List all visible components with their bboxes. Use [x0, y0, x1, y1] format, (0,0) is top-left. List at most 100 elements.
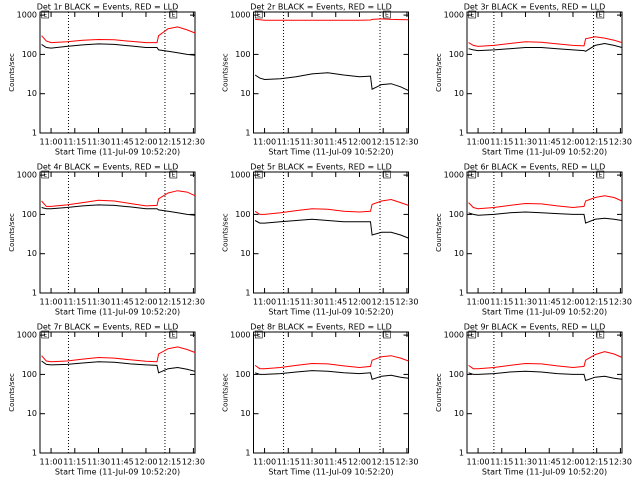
- annotation: E: [171, 12, 175, 19]
- x-tick-label: 11:00: [40, 138, 63, 147]
- x-tick-label: 12:00: [348, 458, 371, 467]
- y-tick-label: 1: [32, 129, 37, 138]
- plot-frame: [466, 11, 623, 134]
- x-tick-label: 11:30: [87, 458, 110, 467]
- y-axis-label: Counts/sec: [8, 213, 16, 252]
- x-tick-label: 11:15: [63, 298, 86, 307]
- series-line: [254, 198, 409, 215]
- series-line: [41, 43, 196, 56]
- plot-frame: [253, 171, 409, 294]
- x-tick-label: 12:00: [348, 298, 371, 307]
- y-axis-label: Counts/sec: [435, 213, 443, 252]
- x-axis-label: Start Time (11-Jul-09 10:52:20): [268, 308, 393, 317]
- y-tick-label: 1: [245, 129, 250, 138]
- x-tick-label: 11:30: [514, 138, 537, 147]
- series-line: [468, 42, 623, 52]
- series-line: [468, 211, 623, 224]
- x-tick-label: 12:00: [348, 138, 371, 147]
- annotation: E: [257, 332, 261, 339]
- y-tick-label: 1: [245, 449, 250, 458]
- series-line: [254, 370, 409, 380]
- x-tick-label: 12:00: [134, 458, 157, 467]
- annotation-box: [468, 10, 477, 19]
- y-tick-label: 100: [235, 50, 250, 59]
- series-line: [468, 370, 623, 382]
- plot-frame: [39, 171, 196, 294]
- annotation-box: [254, 330, 263, 339]
- annotation: E: [385, 332, 389, 339]
- annotation-box: [596, 170, 605, 179]
- annotation-box: [468, 330, 477, 339]
- y-tick-label: 10: [454, 409, 464, 418]
- y-tick-label: 10: [240, 249, 250, 258]
- annotation-box: [254, 170, 263, 179]
- y-axis-label: Counts/sec: [222, 373, 230, 412]
- y-axis-label: Counts/sec: [222, 213, 230, 252]
- plot-frame: [39, 331, 196, 454]
- y-tick-label: 100: [235, 210, 250, 219]
- x-tick-label: 12:00: [134, 298, 157, 307]
- x-tick-label: 11:00: [40, 298, 63, 307]
- annotation: E: [385, 172, 389, 179]
- x-tick-label: 12:15: [158, 458, 181, 467]
- x-tick-label: 11:15: [277, 458, 300, 467]
- chart-title: Det 5r BLACK = Events, RED = LLD: [250, 163, 392, 172]
- x-tick-label: 12:15: [372, 138, 395, 147]
- x-tick-label: 11:45: [538, 138, 561, 147]
- y-tick-label: 1000: [444, 11, 464, 20]
- annotation-box: [383, 170, 391, 179]
- x-axis-label: Start Time (11-Jul-09 10:52:20): [55, 148, 180, 157]
- y-tick-label: 100: [449, 50, 464, 59]
- x-tick-label: 12:30: [609, 138, 632, 147]
- x-tick-label: 12:00: [561, 458, 584, 467]
- y-axis-label: Counts/sec: [435, 53, 443, 92]
- y-tick-label: 1000: [230, 331, 250, 340]
- x-tick-label: 11:45: [324, 458, 347, 467]
- x-tick-label: 12:30: [395, 298, 418, 307]
- annotation-box: [468, 170, 477, 179]
- x-tick-label: 12:30: [395, 138, 418, 147]
- y-tick-label: 1: [32, 449, 37, 458]
- series-line: [41, 204, 196, 216]
- annotation-box: [169, 170, 178, 179]
- x-tick-label: 11:15: [490, 138, 513, 147]
- x-tick-label: 11:30: [300, 298, 323, 307]
- x-axis-label: Start Time (11-Jul-09 10:52:20): [268, 468, 393, 477]
- chart-title: Det 4r BLACK = Events, RED = LLD: [37, 163, 179, 172]
- annotation: E: [385, 12, 389, 19]
- annotation-box: [41, 170, 50, 179]
- y-tick-label: 1: [459, 129, 464, 138]
- y-tick-label: 1000: [444, 171, 464, 180]
- annotation-box: [383, 330, 391, 339]
- y-tick-label: 1000: [230, 11, 250, 20]
- series-line: [41, 26, 196, 44]
- x-axis-label: Start Time (11-Jul-09 10:52:20): [482, 308, 607, 317]
- annotation: E: [43, 12, 47, 19]
- annotation: E: [598, 172, 602, 179]
- x-tick-label: 12:15: [585, 298, 608, 307]
- series-line: [254, 72, 409, 92]
- annotation-box: [254, 10, 263, 19]
- annotation-box: [596, 330, 605, 339]
- x-axis-label: Start Time (11-Jul-09 10:52:20): [55, 308, 180, 317]
- x-tick-label: 11:15: [63, 138, 86, 147]
- y-tick-label: 100: [22, 50, 37, 59]
- x-tick-label: 12:15: [372, 298, 395, 307]
- y-tick-label: 10: [27, 89, 37, 98]
- annotation: E: [257, 12, 261, 19]
- y-tick-label: 1000: [17, 171, 37, 180]
- annotation: E: [43, 172, 47, 179]
- x-tick-label: 12:15: [158, 138, 181, 147]
- x-tick-label: 11:00: [253, 298, 276, 307]
- chart-title: Det 9r BLACK = Events, RED = LLD: [464, 323, 606, 332]
- series-line: [468, 351, 623, 370]
- x-axis-label: Start Time (11-Jul-09 10:52:20): [482, 468, 607, 477]
- chart-title: Det 8r BLACK = Events, RED = LLD: [250, 323, 392, 332]
- x-tick-label: 12:00: [561, 138, 584, 147]
- y-tick-label: 1: [459, 449, 464, 458]
- x-tick-label: 12:30: [182, 138, 205, 147]
- y-tick-label: 100: [449, 370, 464, 379]
- y-tick-label: 100: [235, 370, 250, 379]
- x-tick-label: 11:00: [467, 298, 490, 307]
